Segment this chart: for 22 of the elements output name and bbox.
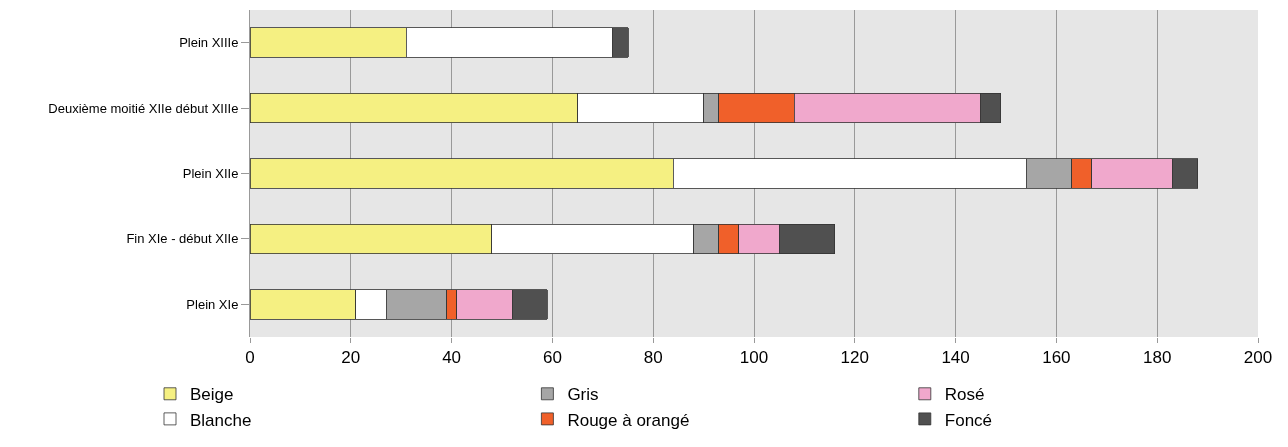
legend-label: Blanche — [190, 410, 252, 430]
legend-label: Gris — [567, 385, 599, 405]
y-tick-label: Plein XIIe — [182, 166, 239, 182]
x-tick-label: 200 — [1243, 348, 1273, 368]
y-tick-label: Plein XIe — [186, 296, 239, 312]
y-tick-label: Fin XIe - début XIIe — [126, 231, 239, 247]
legend-label: Beige — [190, 385, 234, 405]
x-tick-label: 180 — [1143, 348, 1172, 368]
legend-label: Rosé — [944, 385, 985, 405]
x-tick-label: 80 — [643, 348, 663, 368]
legend-label: Rouge à orangé — [567, 410, 690, 430]
x-tick-label: 160 — [1042, 348, 1071, 368]
x-tick-label: 40 — [442, 348, 462, 368]
x-tick-label: 60 — [542, 348, 562, 368]
y-tick-label: Deuxième moitié XIIe début XIIIe — [48, 100, 239, 116]
x-tick-label: 0 — [245, 348, 255, 368]
x-tick-label: 100 — [739, 348, 769, 368]
y-tick-label: Plein XIIIe — [179, 35, 239, 51]
x-tick-label: 140 — [941, 348, 970, 368]
x-tick-label: 120 — [840, 348, 869, 368]
legend-label: Foncé — [944, 410, 993, 430]
x-tick-label: 20 — [341, 348, 361, 368]
